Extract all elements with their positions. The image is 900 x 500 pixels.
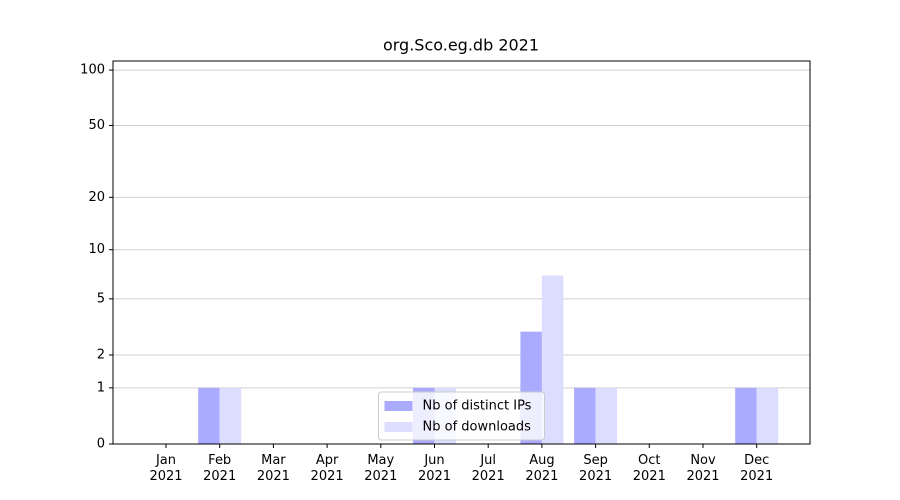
legend: Nb of distinct IPs Nb of downloads: [378, 391, 545, 441]
x-tick-label: Feb 2021: [203, 453, 237, 484]
x-tick-label: Oct 2021: [632, 453, 666, 484]
y-tick-label: 100: [80, 63, 105, 78]
y-tick-label: 2: [97, 347, 105, 362]
bar: [595, 387, 618, 444]
bar: [219, 387, 242, 444]
x-tick-label: Apr 2021: [310, 453, 344, 484]
legend-swatch: [384, 401, 413, 411]
bar: [541, 275, 564, 444]
legend-box: [378, 391, 545, 441]
x-tick-label: Dec 2021: [740, 453, 774, 484]
x-tick-label: Nov 2021: [686, 453, 720, 484]
y-tick-label: 10: [88, 242, 105, 257]
x-tick-label: Aug 2021: [525, 453, 559, 484]
x-tick-label: Sep 2021: [579, 453, 613, 484]
x-tick-label: Mar 2021: [256, 453, 290, 484]
chart-title: org.Sco.eg.db 2021: [383, 36, 539, 55]
y-tick-label: 5: [97, 291, 105, 306]
x-tick-label: Jun 2021: [417, 453, 452, 484]
x-tick-label: Jul 2021: [471, 453, 505, 484]
y-tick-label: 1: [97, 380, 105, 395]
bar: [735, 387, 757, 444]
legend-swatch: [384, 422, 413, 432]
plot-frame: [112, 60, 811, 445]
y-tick-label: 20: [88, 190, 105, 205]
y-tick-label: 50: [88, 118, 105, 133]
bar: [574, 387, 596, 444]
x-tick-label: Jan 2021: [149, 453, 183, 484]
bar: [756, 387, 779, 444]
y-tick-label: 0: [97, 437, 105, 452]
legend-label: Nb of distinct IPs: [423, 399, 532, 414]
x-tick-label: May 2021: [364, 453, 398, 484]
legend-label: Nb of downloads: [423, 420, 532, 435]
bar: [198, 387, 220, 444]
